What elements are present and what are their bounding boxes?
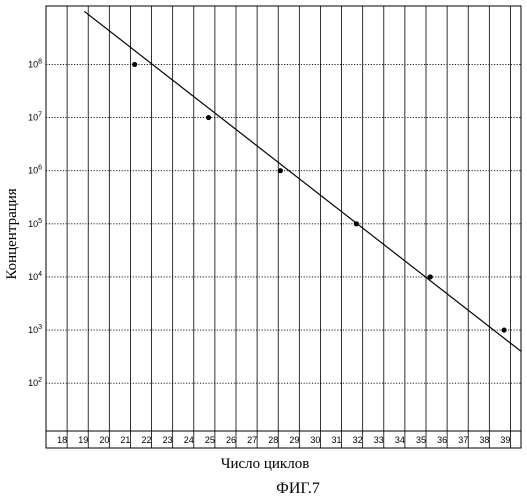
x-tick-label: 23 [163,435,173,445]
plot-frame [46,6,521,448]
horizontal-gridlines [46,64,521,431]
data-points [132,62,507,333]
y-tick-label: 106 [28,165,42,176]
fit-line [84,11,521,351]
x-tick-label: 18 [57,435,67,445]
x-tick-label: 37 [458,435,468,445]
data-point [354,221,359,226]
x-tick-label: 20 [99,435,109,445]
x-tick-label: 33 [374,435,384,445]
x-axis-label: Число циклов [221,456,310,472]
y-tick-label: 108 [28,58,42,69]
vertical-gridlines [67,6,510,448]
data-point [502,327,507,332]
x-tick-labels: 18 19 20 21 22 23 24 25 26 27 28 29 30 31 32 33 34 35 36 37… [57,435,510,445]
x-tick-label: 22 [142,435,152,445]
y-tick-labels: 102 103 104 105 106 107 108 [28,58,42,388]
data-point [132,62,137,67]
x-tick-label: 26 [226,435,236,445]
x-tick-label: 25 [205,435,215,445]
x-tick-label: 32 [353,435,363,445]
data-point [428,274,433,279]
x-tick-label: 39 [500,435,510,445]
data-point [206,115,211,120]
x-tick-label: 21 [120,435,130,445]
y-tick-label: 103 [28,324,42,335]
x-tick-label: 19 [78,435,88,445]
figure-caption: ФИГ.7 [276,480,320,497]
x-tick-label: 36 [437,435,447,445]
y-axis-label: Концентрация [4,188,20,279]
y-tick-label: 105 [28,218,42,229]
x-tick-label: 35 [416,435,426,445]
x-tick-label: 24 [184,435,194,445]
y-tick-label: 102 [28,377,42,388]
x-tick-label: 29 [289,435,299,445]
y-tick-label: 107 [28,112,42,123]
data-point [278,168,283,173]
x-tick-label: 27 [247,435,257,445]
x-tick-label: 28 [268,435,278,445]
x-tick-label: 31 [332,435,342,445]
y-tick-label: 104 [28,271,42,282]
x-tick-label: 38 [479,435,489,445]
x-tick-label: 34 [395,435,405,445]
x-tick-label: 30 [310,435,320,445]
